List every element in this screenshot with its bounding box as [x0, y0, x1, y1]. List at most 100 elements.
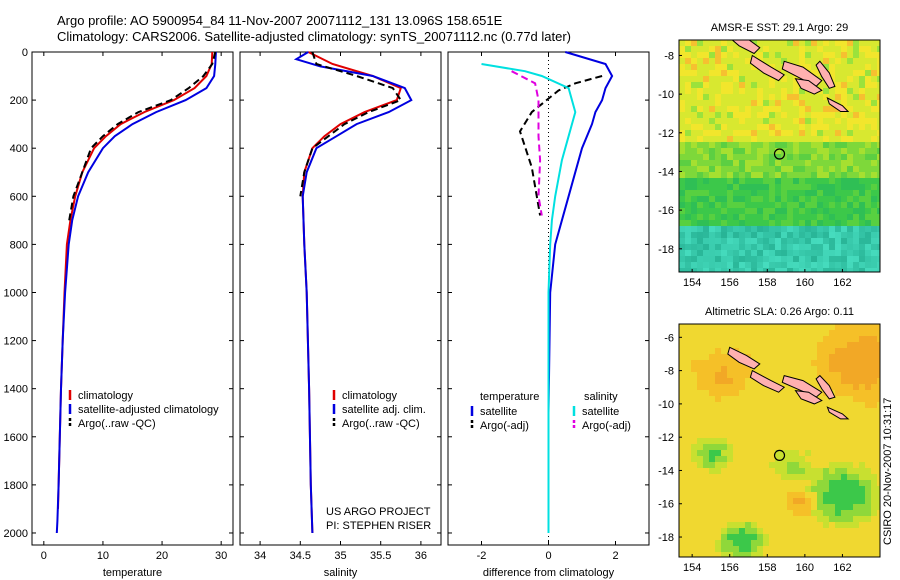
y-tick-label: -18: [658, 532, 674, 544]
argo-position-marker: [773, 148, 786, 160]
x-tick-label: 35: [334, 550, 346, 562]
y-tick-label: 600: [10, 191, 28, 203]
y-tick-label: -12: [658, 432, 674, 444]
legend-label: climatology: [342, 390, 398, 402]
island: [731, 40, 761, 55]
legend-label: satellite-adjusted climatology: [78, 404, 219, 416]
sla-map-field: [679, 324, 880, 557]
temperature-profile: 0 10 20 30 0 200 400 600 800 1000 1200 1400 1600 1800…: [4, 47, 234, 579]
legend-label: climatology: [78, 390, 134, 402]
y-tick-label: 0: [22, 47, 28, 59]
island: [826, 96, 850, 112]
difference-profile-xlabel: difference from climatology: [483, 567, 615, 579]
x-tick-label: 156: [721, 562, 739, 574]
y-tick-label: 200: [10, 95, 28, 107]
x-tick-label: 158: [758, 277, 776, 289]
series-satellite-adjusted-climatology: [55, 51, 217, 534]
x-tick-label: 154: [683, 562, 701, 574]
y-tick-label: 1200: [4, 336, 28, 348]
y-tick-label: -12: [658, 128, 674, 140]
x-tick-label: 162: [833, 277, 851, 289]
x-tick-label: 0: [545, 550, 551, 562]
legend-label: satellite: [480, 406, 517, 418]
x-tick-label: 20: [156, 550, 168, 562]
series-salinity-satellite: [481, 63, 577, 533]
series-salinity-argo-adj-: [511, 70, 543, 216]
y-tick-label: 400: [10, 143, 28, 155]
x-tick-label: 34.5: [290, 550, 311, 562]
figure-title-line-2: Climatology: CARS2006. Satellite-adjuste…: [57, 29, 572, 44]
legend-label: Argo(..raw -QC): [78, 418, 156, 430]
x-tick-label: 154: [683, 277, 701, 289]
x-tick-label: 10: [97, 550, 109, 562]
y-tick-label: 1000: [4, 287, 28, 299]
x-tick-label: 162: [833, 562, 851, 574]
y-tick-label: -10: [658, 399, 674, 411]
island: [749, 369, 786, 393]
series-satellite-adj-clim-: [293, 51, 413, 534]
legend-label: Argo(..raw -QC): [342, 418, 420, 430]
difference-profile: -2 0 2 difference from climatology: [447, 51, 650, 579]
sla-map: 154 156 158 160 162 -6 -8 -10 -12 -14 -16 -18 Altime…: [658, 306, 881, 574]
sst-map-frame: [678, 39, 881, 273]
island: [794, 78, 823, 95]
legend-header-salinity: salinity: [584, 391, 618, 403]
y-tick-label: 1400: [4, 384, 28, 396]
x-tick-label: 156: [721, 277, 739, 289]
x-tick-label: 2: [612, 550, 618, 562]
difference-profile-legend: temperature salinity satellite Argo(-adj) sa…: [470, 391, 631, 432]
y-tick-label: -8: [664, 366, 674, 378]
timestamp-stamp: CSIRO 20-Nov-2007 10:31:17: [882, 397, 894, 545]
x-tick-label: 36: [415, 550, 427, 562]
credit-pi: PI: STEPHEN RISER: [326, 520, 432, 532]
salinity-profile: 34 34.5 35 35.5 36 salinity: [239, 51, 442, 579]
island: [727, 346, 761, 370]
series-temperature-argo-adj-: [518, 75, 603, 216]
series-climatology: [301, 51, 403, 534]
x-tick-label: 160: [796, 277, 814, 289]
x-tick-label: 34: [254, 550, 266, 562]
x-tick-label: 158: [758, 562, 776, 574]
y-tick-label: -16: [658, 499, 674, 511]
temperature-profile-legend: climatology satellite-adjusted climatolog…: [68, 390, 219, 430]
x-tick-label: -2: [477, 550, 487, 562]
island: [815, 60, 836, 89]
island: [794, 389, 823, 405]
series-argo-raw-qc-: [68, 51, 217, 221]
legend-header-temperature: temperature: [480, 391, 539, 403]
series-argo-raw-qc-: [299, 51, 403, 197]
y-tick-label: -14: [658, 166, 674, 178]
y-tick-label: -10: [658, 89, 674, 101]
y-tick-label: -16: [658, 205, 674, 217]
y-tick-label: 800: [10, 239, 28, 251]
island: [826, 406, 850, 420]
island: [749, 54, 786, 82]
legend-label: Argo(-adj): [582, 420, 631, 432]
x-tick-label: 160: [796, 562, 814, 574]
sla-map-frame: [678, 323, 881, 558]
sla-map-title: Altimetric SLA: 0.26 Argo: 0.11: [705, 306, 854, 318]
temperature-profile-xlabel: temperature: [103, 567, 162, 579]
figure-title-line-1: Argo profile: AO 5900954_84 11-Nov-2007 …: [57, 13, 503, 28]
y-tick-label: -6: [664, 332, 674, 344]
y-tick-label: -8: [664, 50, 674, 62]
x-tick-label: 30: [215, 550, 227, 562]
legend-label: satellite adj. clim.: [342, 404, 426, 416]
sst-map-field: [679, 40, 880, 272]
sst-map-title: AMSR-E SST: 29.1 Argo: 29: [711, 22, 849, 34]
legend-label: Argo(-adj): [480, 420, 529, 432]
y-tick-label: -18: [658, 244, 674, 256]
y-tick-label: -14: [658, 465, 674, 477]
series-climatology: [57, 51, 214, 509]
salinity-profile-frame: [239, 51, 442, 546]
y-tick-label: 1600: [4, 432, 28, 444]
y-tick-label: 2000: [4, 528, 28, 540]
sst-map: 154 156 158 160 162 -8 -10 -12 -14 -16 -18 AMSR-E S…: [658, 22, 881, 289]
legend-label: satellite: [582, 406, 619, 418]
salinity-profile-xlabel: salinity: [324, 567, 358, 579]
salinity-profile-legend: climatology satellite adj. clim. Argo(..ra…: [332, 390, 426, 430]
argo-position-marker: [773, 449, 786, 462]
x-tick-label: 35.5: [370, 550, 391, 562]
x-tick-label: 0: [41, 550, 47, 562]
